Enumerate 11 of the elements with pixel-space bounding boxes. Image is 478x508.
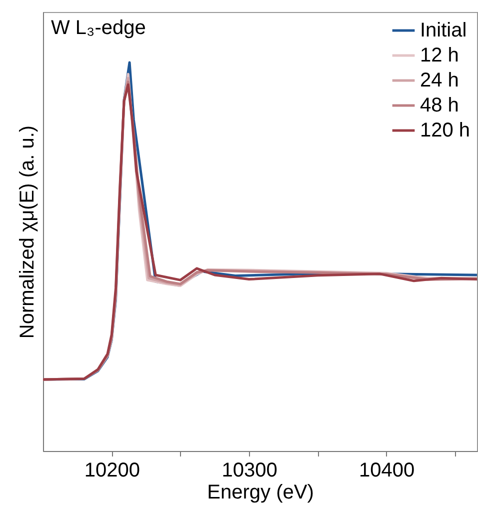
- x-tick-label: 10200: [84, 460, 140, 482]
- legend-label: 48 h: [420, 94, 459, 116]
- legend-label: Initial: [420, 20, 467, 42]
- legend-label: 12 h: [420, 44, 459, 66]
- x-tick-label: 10400: [359, 460, 415, 482]
- legend-label: 24 h: [420, 70, 459, 92]
- chart-title: W L₃-edge: [51, 17, 146, 39]
- x-tick-label: 10300: [222, 460, 278, 482]
- x-axis-title: Energy (eV): [207, 482, 314, 504]
- y-axis-title: Normalized χμ(E) (a. u.): [16, 125, 38, 339]
- legend-label: 120 h: [420, 120, 470, 142]
